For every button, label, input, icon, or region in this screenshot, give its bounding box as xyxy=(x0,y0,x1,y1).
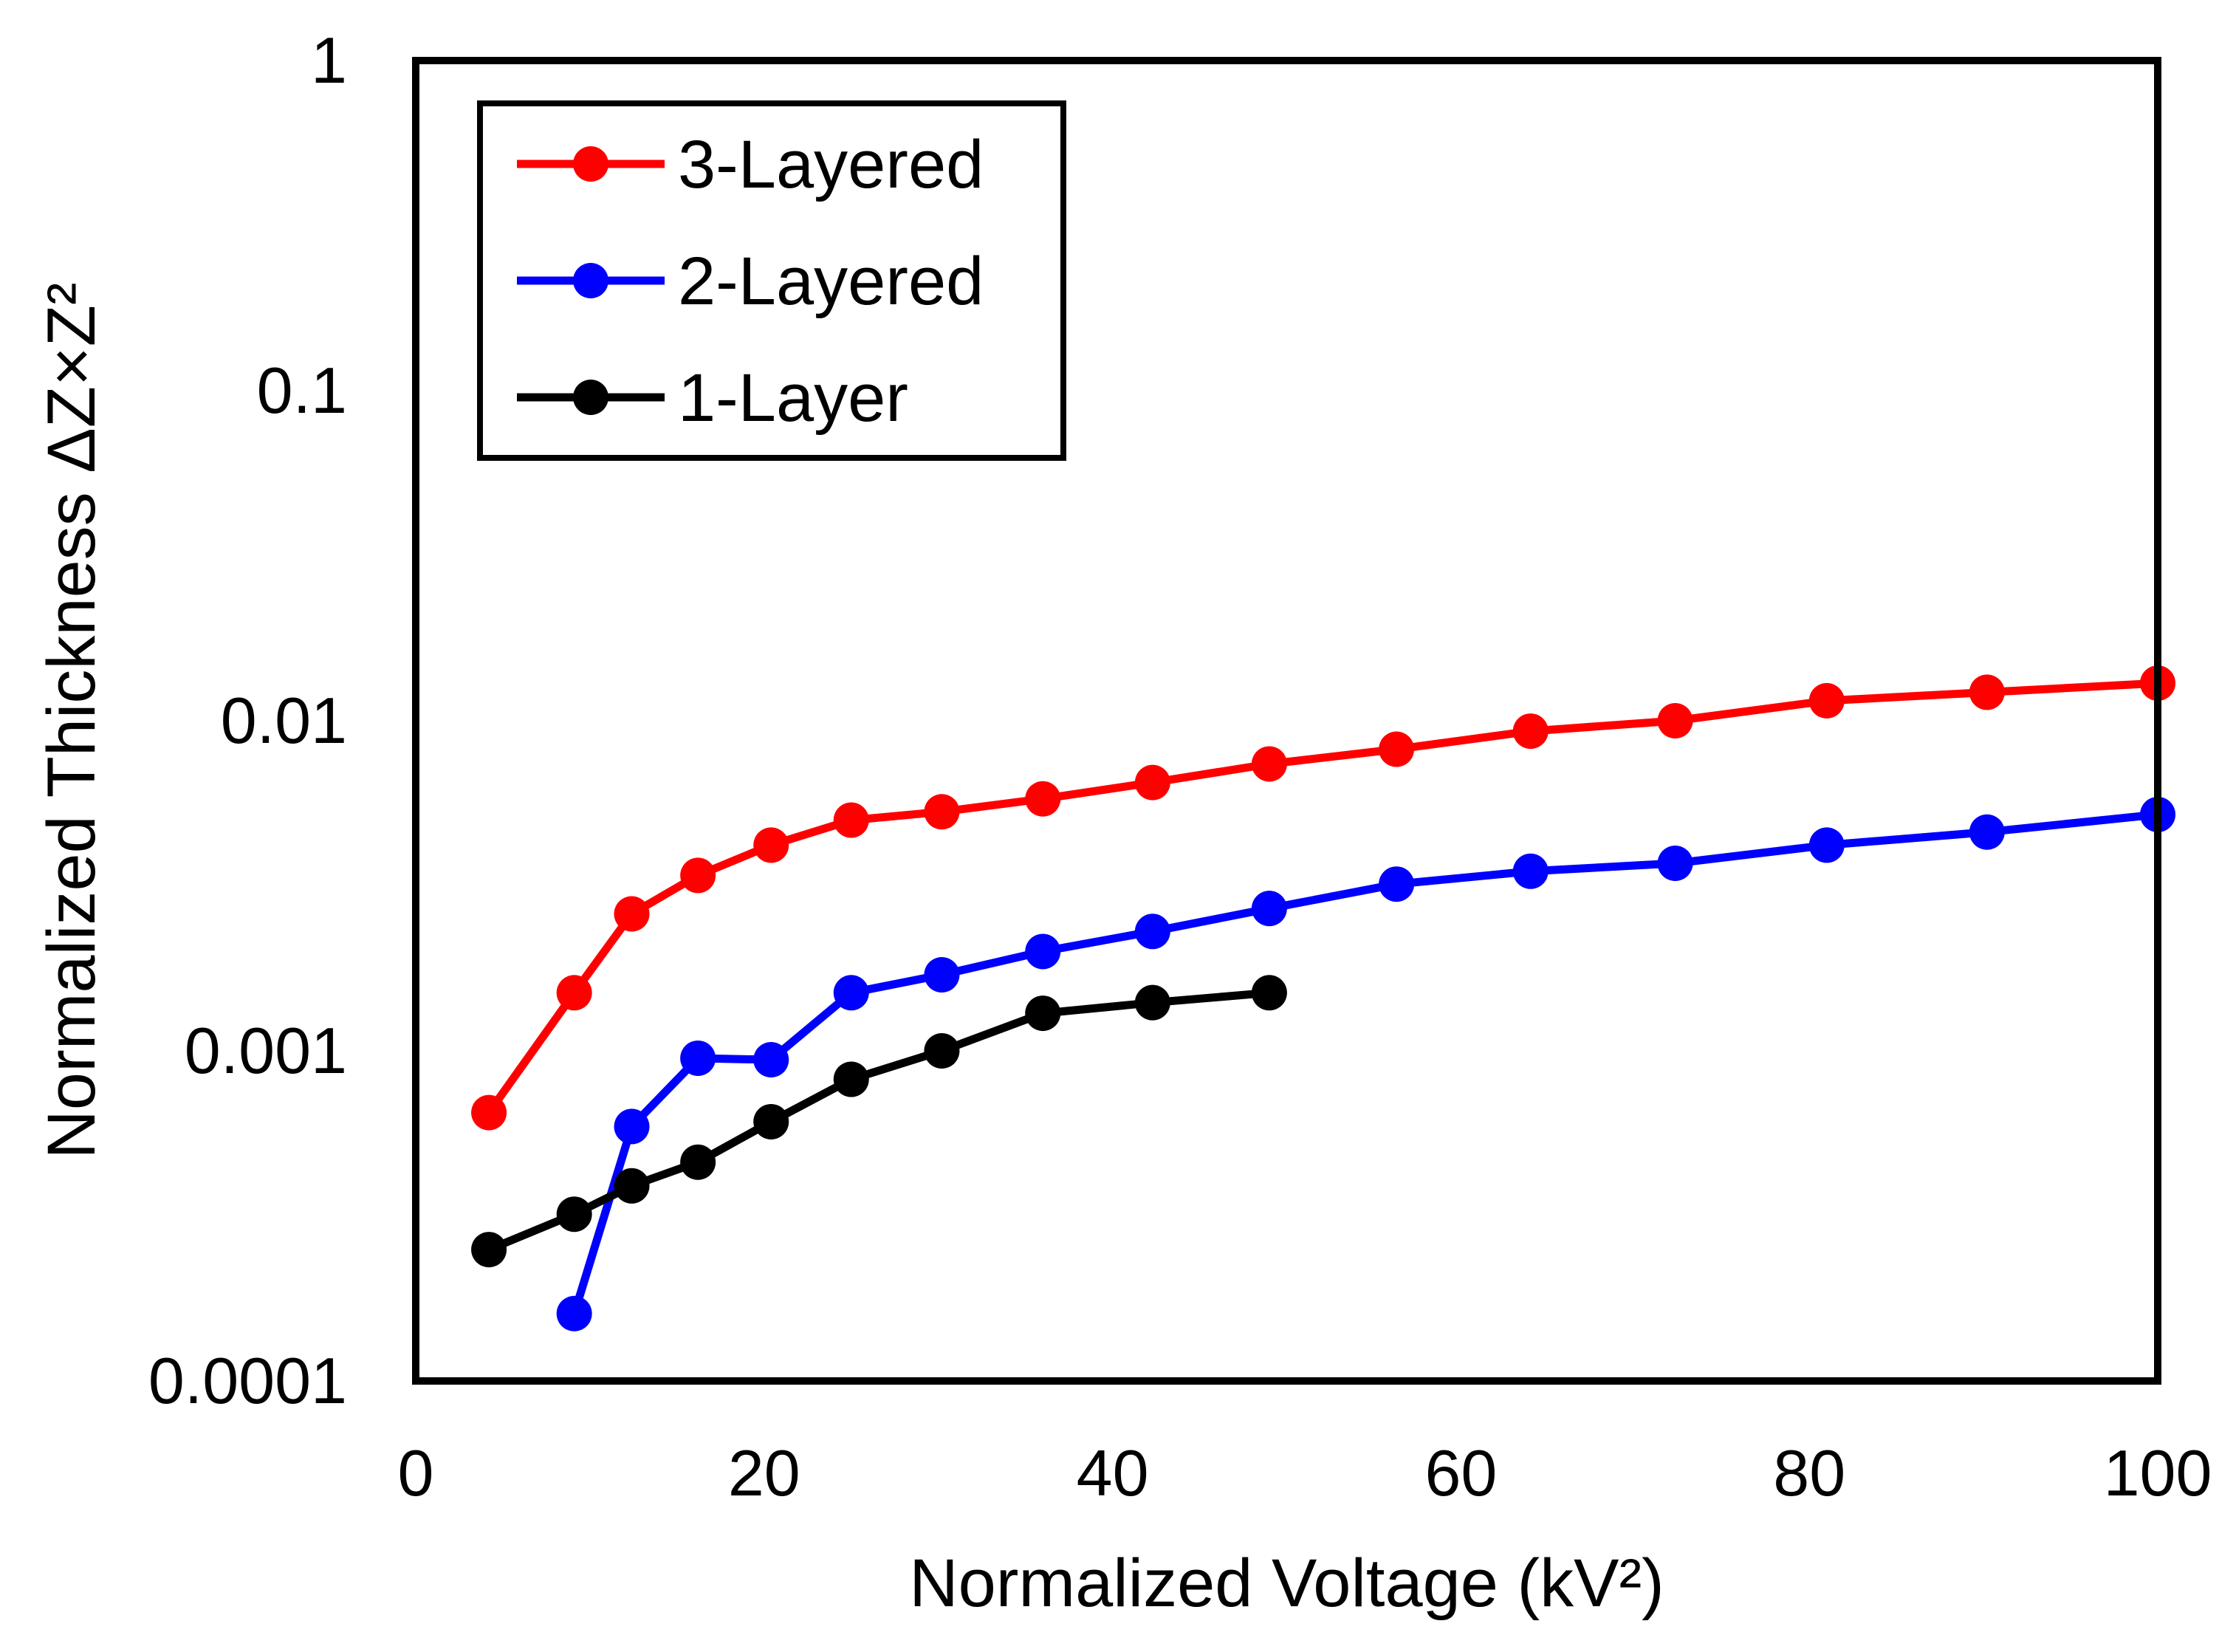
legend: 3-Layered 2-Layered 1-Layer xyxy=(477,100,1066,461)
data-point xyxy=(1025,781,1061,817)
series-line xyxy=(487,988,1270,1254)
data-point xyxy=(833,975,869,1011)
data-point xyxy=(1134,984,1170,1021)
data-point xyxy=(924,1033,960,1069)
data-point xyxy=(1969,814,2005,850)
x-tick-label: 20 xyxy=(728,1436,800,1509)
data-point xyxy=(1657,846,1693,882)
x-tick-label: 60 xyxy=(1424,1436,1497,1509)
plot-area-frame xyxy=(412,57,2161,1385)
data-point xyxy=(1251,975,1287,1011)
data-point xyxy=(1512,713,1549,750)
y-tick-label: 0.0001 xyxy=(148,1344,347,1417)
data-point xyxy=(1025,995,1061,1032)
data-point xyxy=(1808,682,1845,719)
y-tick-label: 0.001 xyxy=(185,1014,347,1087)
series-layer xyxy=(471,665,2175,1331)
series-line xyxy=(485,679,2158,1115)
data-point xyxy=(924,956,960,993)
data-point xyxy=(753,1042,789,1078)
series-2 xyxy=(556,796,2175,1331)
x-tick-label: 40 xyxy=(1077,1436,1149,1509)
data-point xyxy=(1657,703,1693,738)
data-point xyxy=(614,1168,650,1204)
data-point xyxy=(1025,933,1061,970)
data-point xyxy=(556,1295,592,1331)
data-point xyxy=(1251,891,1287,927)
data-point xyxy=(924,794,960,830)
y-axis-ticks: 0.0001 0.001 0.01 0.1 1 xyxy=(148,24,347,1417)
x-axis-title: Normalized Voltage (kV²) xyxy=(909,1546,1664,1621)
x-tick-label: 100 xyxy=(2104,1436,2212,1509)
data-point xyxy=(680,1144,716,1180)
legend-label: 2-Layered xyxy=(678,244,984,319)
data-point xyxy=(680,1040,716,1076)
data-point xyxy=(1379,866,1415,902)
legend-label: 1-Layer xyxy=(678,360,908,436)
legend-item: 2-Layered xyxy=(517,244,984,319)
data-point xyxy=(614,896,650,932)
series-line xyxy=(570,810,2158,1315)
x-tick-label: 80 xyxy=(1773,1436,1845,1509)
data-point xyxy=(833,802,869,838)
data-point xyxy=(1379,731,1415,767)
legend-marker xyxy=(573,263,608,298)
series-1 xyxy=(471,665,2175,1131)
legend-marker xyxy=(573,380,608,415)
y-tick-label: 0.01 xyxy=(221,684,347,757)
data-point xyxy=(556,1196,592,1233)
legend-marker xyxy=(573,146,608,182)
data-point xyxy=(471,1094,507,1131)
y-tick-label: 0.1 xyxy=(257,354,347,427)
data-point xyxy=(1512,853,1549,889)
data-point xyxy=(1251,746,1287,782)
y-tick-label: 1 xyxy=(311,24,347,97)
legend-item: 1-Layer xyxy=(517,360,908,436)
data-point xyxy=(471,1232,507,1268)
data-point xyxy=(614,1108,650,1145)
data-point xyxy=(1808,827,1845,863)
data-point xyxy=(753,827,789,863)
data-point xyxy=(680,857,716,894)
data-point xyxy=(833,1061,869,1097)
legend-item: 3-Layered xyxy=(517,127,984,202)
y-axis-title: Normalized Thickness ΔZ×Z² xyxy=(34,282,109,1159)
data-point xyxy=(1134,914,1170,950)
x-axis-ticks: 0 20 40 60 80 100 xyxy=(398,1436,2212,1509)
data-point xyxy=(1969,674,2005,710)
series-3 xyxy=(471,975,1287,1268)
x-tick-label: 0 xyxy=(398,1436,434,1509)
data-point xyxy=(753,1103,789,1139)
data-point xyxy=(1134,764,1170,801)
data-point xyxy=(556,975,592,1011)
legend-label: 3-Layered xyxy=(678,127,984,202)
